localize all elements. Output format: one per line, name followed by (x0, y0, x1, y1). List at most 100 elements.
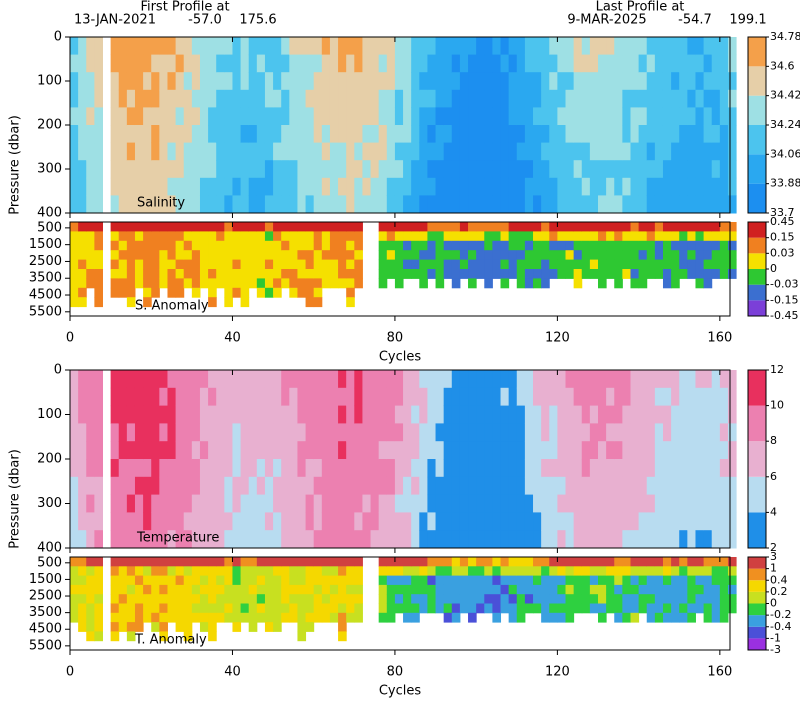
field-cell (338, 142, 347, 161)
field-cell (484, 54, 493, 73)
field-cell (679, 584, 688, 595)
field-cell (329, 250, 339, 261)
field-cell (297, 584, 307, 595)
field-cell (313, 494, 323, 513)
field-cell (419, 259, 428, 270)
field-cell (143, 195, 152, 214)
field-cell (281, 459, 290, 478)
field-cell (126, 125, 136, 144)
field-cell (346, 278, 355, 289)
field-cell (435, 594, 445, 604)
field-cell (565, 177, 575, 196)
field-cell (476, 269, 485, 279)
field-cell (459, 459, 469, 478)
field-cell (459, 250, 469, 261)
field-cell (126, 441, 136, 460)
field-cell (167, 441, 177, 460)
field-cell (232, 370, 242, 389)
field-cell (508, 250, 518, 261)
field-cell (394, 370, 404, 389)
field-cell (468, 566, 477, 577)
field-cell (459, 37, 469, 56)
field-cell (346, 530, 355, 549)
field-cell (248, 494, 258, 513)
field-cell (321, 557, 331, 567)
field-cell (622, 195, 631, 214)
field-cell (240, 142, 250, 161)
field-cell (240, 89, 250, 108)
field-cell (476, 37, 485, 56)
field-cell (638, 494, 648, 513)
field-cell (508, 231, 518, 242)
field-cell (443, 494, 453, 513)
field-cell (671, 423, 680, 442)
field-cell (662, 476, 672, 496)
field-cell (598, 423, 607, 442)
field-cell (646, 37, 656, 56)
field-cell (549, 250, 558, 261)
field-cell (159, 387, 168, 407)
field-cell (118, 231, 128, 242)
field-cell (386, 566, 396, 577)
field-cell (208, 575, 217, 586)
field-cell (541, 370, 550, 389)
field-cell (541, 107, 550, 126)
field-cell (273, 54, 282, 73)
field-cell (338, 612, 347, 623)
field-cell (70, 603, 79, 614)
field-cell (183, 72, 193, 91)
field-cell (216, 459, 225, 478)
field-cell (224, 259, 233, 270)
field-cell (94, 37, 103, 56)
field-cell (256, 269, 266, 279)
field-cell (533, 269, 542, 279)
field-cell (524, 405, 534, 424)
field-cell (671, 370, 680, 389)
field-cell (557, 423, 567, 442)
field-cell (305, 476, 315, 496)
field-cell (370, 107, 380, 126)
field-cell (134, 557, 144, 567)
field-cell (508, 459, 518, 478)
field-cell (476, 240, 485, 251)
field-cell (313, 89, 323, 108)
field-cell (476, 584, 485, 595)
field-cell (199, 37, 209, 56)
field-cell (711, 54, 721, 73)
field-cell (289, 370, 298, 389)
field-cell (273, 603, 282, 614)
field-cell (492, 142, 502, 161)
field-cell (354, 54, 363, 73)
field-cell (175, 423, 185, 442)
field-cell (508, 566, 518, 577)
field-cell (484, 89, 493, 108)
field-cell (671, 512, 680, 531)
field-cell (305, 107, 315, 126)
field-cell (524, 584, 534, 595)
field-cell (354, 222, 363, 232)
field-cell (695, 278, 705, 289)
field-cell (394, 72, 404, 91)
field-cell (695, 423, 705, 442)
field-cell (711, 240, 721, 251)
field-cell (264, 177, 274, 196)
field-cell (403, 459, 412, 478)
field-cell (370, 160, 380, 179)
field-cell (86, 594, 95, 604)
field-cell (606, 441, 615, 460)
field-cell (199, 387, 209, 407)
field-cell (703, 259, 713, 270)
field-cell (256, 259, 266, 270)
field-cell (451, 557, 461, 567)
field-cell (386, 612, 396, 623)
field-cell (224, 278, 233, 289)
field-cell (386, 195, 396, 214)
field-cell (191, 476, 201, 496)
field-cell (508, 259, 518, 270)
field-cell (362, 441, 372, 460)
field-cell (711, 160, 721, 179)
field-cell (224, 441, 233, 460)
field-cell (427, 259, 437, 270)
field-cell (321, 476, 331, 496)
field-cell (216, 259, 225, 270)
